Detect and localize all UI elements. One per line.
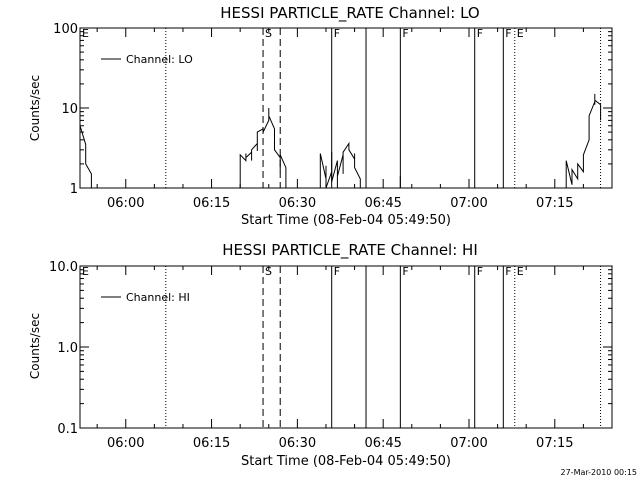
lo-y-tick-label: 10 (61, 102, 78, 117)
lo-series-line (565, 93, 602, 188)
lo-channel-panel: HESSI PARTICLE_RATE Channel: LO Counts/s… (28, 4, 613, 228)
lo-x-tick-label: 06:45 (364, 196, 401, 211)
hi-event-marker-label: F (505, 265, 511, 278)
hi-event-marker-label: E (517, 265, 524, 278)
generation-timestamp: 27-Mar-2010 00:15 (561, 468, 638, 477)
lo-event-marker-label: S (265, 27, 272, 40)
hi-y-tick-label: 0.1 (57, 422, 78, 437)
lo-x-tick-label: 06:30 (279, 196, 316, 211)
hi-channel-panel: HESSI PARTICLE_RATE Channel: HI Counts/s… (28, 241, 613, 469)
lo-event-marker-label: F (334, 27, 340, 40)
hi-legend-label: Channel: HI (126, 291, 190, 304)
lo-plot-frame (79, 27, 613, 189)
lo-event-marker-label: F (505, 27, 511, 40)
hi-event-marker-label: E (82, 265, 89, 278)
lo-series-line (79, 113, 92, 188)
lo-x-tick-label: 07:00 (450, 196, 487, 211)
hi-x-tick-label: 06:00 (107, 436, 144, 451)
lo-series-line (239, 108, 287, 188)
lo-chart-title: HESSI PARTICLE_RATE Channel: LO (220, 4, 479, 23)
lo-event-marker-label: F (477, 27, 483, 40)
lo-y-axis-label: Counts/sec (28, 75, 42, 141)
hi-event-marker-label: F (402, 265, 408, 278)
hi-y-axis-label: Counts/sec (28, 313, 42, 379)
hi-event-marker-label: F (477, 265, 483, 278)
lo-x-tick-label: 06:00 (107, 196, 144, 211)
hi-x-axis-label: Start Time (08-Feb-04 05:49:50) (241, 454, 451, 469)
lo-y-tick-label: 1 (70, 182, 78, 197)
hi-x-tick-label: 07:15 (536, 436, 573, 451)
lo-y-tick-label: 100 (53, 22, 78, 37)
hi-legend: Channel: HI (101, 291, 190, 304)
lo-x-axis-label: Start Time (08-Feb-04 05:49:50) (241, 213, 451, 228)
lo-legend-label: Channel: LO (126, 53, 193, 66)
hi-x-tick-label: 06:45 (364, 436, 401, 451)
lo-event-marker-label: E (517, 27, 524, 40)
hi-x-tick-label: 06:15 (193, 436, 230, 451)
lo-event-marker-label: E (82, 27, 89, 40)
hi-chart-title: HESSI PARTICLE_RATE Channel: HI (222, 241, 478, 260)
lo-legend: Channel: LO (101, 53, 193, 66)
hi-x-tick-label: 06:30 (279, 436, 316, 451)
lo-x-tick-label: 07:15 (536, 196, 573, 211)
hi-y-tick-label: 1.0 (57, 341, 78, 356)
hi-x-tick-label: 07:00 (450, 436, 487, 451)
lo-series-line (319, 141, 361, 189)
lo-event-marker-label: F (402, 27, 408, 40)
lo-x-tick-label: 06:15 (193, 196, 230, 211)
hi-y-tick-label: 10.0 (49, 260, 78, 275)
hi-event-marker-label: F (334, 265, 340, 278)
hi-event-marker-label: S (265, 265, 272, 278)
